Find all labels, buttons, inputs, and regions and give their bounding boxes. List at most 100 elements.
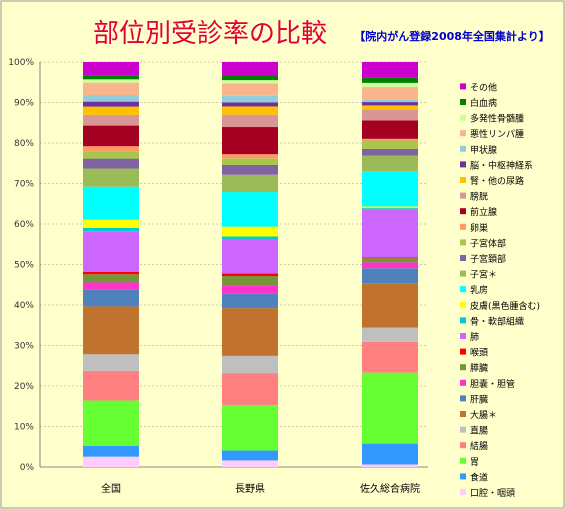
legend-swatch bbox=[460, 208, 466, 215]
legend-label: 白血病 bbox=[470, 97, 497, 109]
y-tick-label: 30% bbox=[14, 342, 34, 352]
legend-swatch bbox=[460, 161, 466, 168]
legend-swatch bbox=[460, 270, 466, 277]
legend-swatch bbox=[460, 99, 466, 105]
bar-segment bbox=[222, 308, 278, 356]
legend-label: 子宮＊ bbox=[470, 269, 497, 281]
bar-segment bbox=[222, 114, 278, 128]
bar-segment bbox=[83, 289, 139, 307]
bar-segment bbox=[362, 208, 418, 210]
bar-segment bbox=[362, 283, 418, 328]
legend-label: 直腸 bbox=[470, 425, 488, 437]
y-axis: 0% 10% 20% 30% 40% 50% 60% 70% 80% 90% 100% bbox=[8, 58, 41, 473]
legend-swatch bbox=[460, 301, 466, 308]
legend-swatch bbox=[460, 255, 466, 261]
bar-segment bbox=[83, 274, 139, 283]
bar-segment bbox=[222, 158, 278, 165]
y-tick-label: 0% bbox=[20, 463, 35, 473]
legend-label: 皮膚(黒色腫含む) bbox=[470, 300, 540, 312]
bar-segment bbox=[222, 405, 278, 451]
bar-segment bbox=[222, 127, 278, 155]
bar-segment bbox=[362, 258, 418, 263]
bar-segment bbox=[83, 168, 139, 187]
y-tick-label: 100% bbox=[8, 58, 34, 68]
bar-segment bbox=[222, 62, 278, 76]
legend-swatch bbox=[460, 114, 466, 121]
bars bbox=[83, 62, 418, 467]
bar-segment bbox=[362, 443, 418, 465]
bar-segment bbox=[83, 271, 139, 275]
legend-label: その他 bbox=[470, 81, 497, 93]
legend-label: 食道 bbox=[470, 471, 488, 483]
legend-label: 膵臓 bbox=[470, 363, 488, 374]
bar-segment bbox=[83, 79, 139, 83]
legend-label: 卵巣 bbox=[470, 222, 488, 234]
legend-swatch bbox=[460, 83, 466, 90]
bar-segment bbox=[362, 138, 418, 141]
x-tick-label: 全国 bbox=[101, 482, 121, 495]
bar-segment bbox=[222, 83, 278, 96]
bar-segment bbox=[362, 77, 418, 83]
bar-segment bbox=[222, 95, 278, 103]
legend-label: 前立腺 bbox=[470, 206, 497, 218]
bar-segment bbox=[222, 276, 278, 286]
bar-segment bbox=[83, 227, 139, 232]
bar-segment bbox=[222, 106, 278, 115]
legend: 口腔・咽頭 食道 胃 結腸 直腸 大腸＊ 肝臓 胆嚢・胆管 膵臓 喉頭 肺 骨・軟部組織 皮膚(黒色腫含… bbox=[460, 81, 540, 499]
chart-title: 部位別受診率の比較 bbox=[93, 19, 327, 49]
legend-swatch bbox=[460, 333, 466, 339]
y-tick-label: 90% bbox=[14, 99, 34, 109]
bar-segment bbox=[83, 400, 139, 446]
bar-segment bbox=[362, 464, 418, 467]
bar-segment bbox=[222, 293, 278, 309]
bar-segment bbox=[362, 372, 418, 444]
bar-segment bbox=[362, 102, 418, 106]
bar-segment bbox=[222, 75, 278, 81]
legend-label: 喉頭 bbox=[470, 347, 488, 359]
bar-segment bbox=[83, 354, 139, 371]
x-axis: 全国 長野県 佐久総合病院 bbox=[101, 482, 420, 495]
x-tick-label: 長野県 bbox=[235, 483, 265, 495]
bar-segment bbox=[83, 106, 139, 115]
legend-swatch bbox=[460, 426, 466, 433]
legend-swatch bbox=[460, 348, 466, 355]
bar-segment bbox=[83, 75, 139, 80]
bar-segment bbox=[222, 373, 278, 406]
legend-label: 胆嚢・胆管 bbox=[470, 378, 515, 390]
bar-segment bbox=[362, 206, 418, 209]
legend-swatch bbox=[460, 192, 466, 199]
legend-swatch bbox=[460, 457, 466, 464]
bar-segment bbox=[83, 95, 139, 102]
chart-subtitle: 【院内がん登録2008年全国集計より】 bbox=[354, 29, 549, 43]
bar-segment bbox=[362, 99, 418, 103]
legend-swatch bbox=[460, 379, 466, 386]
legend-label: 脳・中枢神経系 bbox=[470, 159, 533, 171]
bar-segment bbox=[362, 120, 418, 139]
bar-segment bbox=[83, 101, 139, 107]
bar-segment bbox=[362, 262, 418, 269]
legend-swatch bbox=[460, 395, 466, 402]
y-tick-label: 80% bbox=[14, 139, 34, 149]
legend-swatch bbox=[460, 317, 466, 324]
bar-segment bbox=[362, 82, 418, 88]
bar-segment bbox=[83, 306, 139, 355]
legend-swatch bbox=[460, 239, 466, 246]
bar-segment bbox=[83, 151, 139, 159]
bar-segment bbox=[362, 155, 418, 172]
legend-swatch bbox=[460, 177, 466, 183]
legend-label: 腎・他の尿路 bbox=[470, 175, 524, 187]
legend-swatch bbox=[460, 130, 466, 137]
bar-segment bbox=[222, 164, 278, 175]
legend-swatch bbox=[460, 223, 466, 230]
legend-swatch bbox=[460, 489, 466, 495]
legend-swatch bbox=[460, 145, 466, 152]
bar-segment bbox=[222, 273, 278, 277]
bar-segment bbox=[222, 236, 278, 239]
bar-segment bbox=[222, 192, 278, 227]
bar-segment bbox=[222, 238, 278, 274]
bar-segment bbox=[222, 285, 278, 294]
legend-label: 悪性リンパ腫 bbox=[470, 128, 524, 140]
legend-swatch bbox=[460, 473, 466, 480]
